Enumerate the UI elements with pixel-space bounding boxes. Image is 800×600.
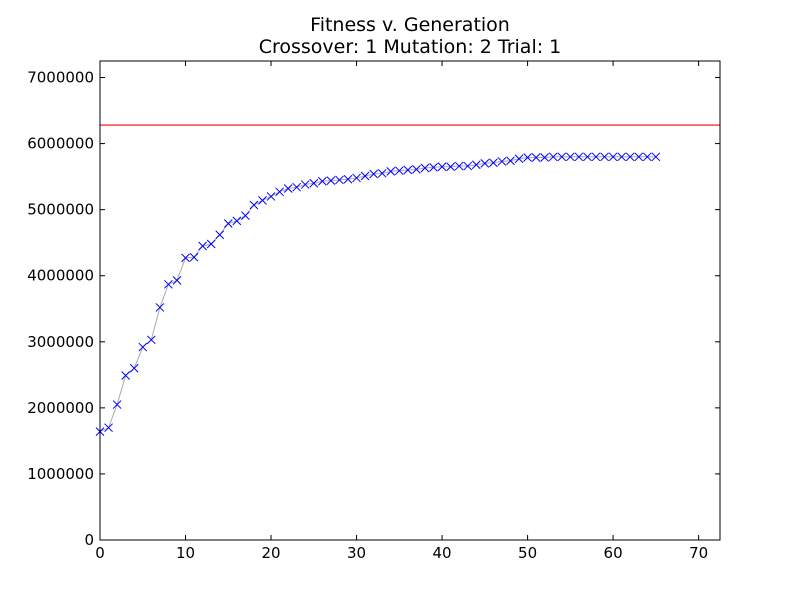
data-point-marker [377, 168, 387, 178]
x-tick-label: 20 [261, 544, 280, 562]
data-point-marker [129, 363, 139, 373]
data-point-marker [343, 174, 353, 184]
data-point-marker [514, 154, 524, 164]
data-point-marker [292, 182, 302, 192]
x-tick-label: 60 [604, 544, 623, 562]
data-point-marker [437, 162, 447, 172]
data-point-marker [360, 171, 370, 181]
data-point-marker [651, 152, 661, 162]
y-tick-label: 7000000 [27, 69, 94, 87]
data-point-marker [172, 275, 182, 285]
data-point-marker [574, 152, 584, 162]
data-point-marker [497, 157, 507, 166]
chart-title: Fitness v. Generation [310, 14, 510, 36]
data-point-marker [489, 158, 498, 168]
data-point-marker [480, 159, 490, 168]
plot-frame [99, 60, 721, 541]
data-point-marker [429, 163, 438, 172]
data-point-marker [112, 400, 122, 409]
data-point-marker [625, 152, 635, 162]
x-tick-label: 10 [176, 544, 195, 562]
data-point-marker [506, 156, 515, 166]
data-point-marker [206, 239, 216, 249]
x-tick-label: 70 [689, 544, 708, 562]
plot-area [95, 124, 720, 437]
y-tick-label: 5000000 [27, 201, 94, 219]
series-line [99, 156, 656, 433]
data-point-marker [317, 176, 327, 186]
data-point-marker [608, 152, 618, 162]
data-point-marker [548, 152, 558, 162]
x-tick-label: 30 [347, 544, 366, 562]
data-point-marker [241, 211, 250, 220]
data-point-marker [215, 230, 225, 240]
x-tick-label: 50 [518, 544, 537, 562]
data-point-marker [223, 219, 233, 228]
data-point-marker [104, 423, 113, 433]
data-point-marker [565, 152, 575, 162]
data-point-marker [591, 152, 601, 162]
data-point-marker [309, 178, 319, 188]
data-point-marker [583, 152, 592, 162]
data-point-marker [189, 252, 199, 262]
y-tick-label: 4000000 [27, 267, 94, 285]
data-point-marker [412, 164, 421, 174]
data-point-marker [386, 166, 396, 176]
data-point-marker [531, 153, 541, 162]
data-point-marker [258, 196, 267, 205]
data-point-marker [471, 160, 481, 170]
data-point-marker [146, 335, 156, 345]
data-point-marker [283, 184, 293, 193]
axis-ticks: 0 10 20 30 40 50 60 70 0 1000000 2000000 3000000 400… [27, 61, 720, 562]
data-point-marker [369, 169, 379, 179]
data-point-marker [181, 253, 190, 263]
chart-subtitle: Crossover: 1 Mutation: 2 Trial: 1 [259, 36, 562, 58]
data-point-marker [249, 200, 259, 210]
data-point-marker [198, 241, 207, 251]
data-point-marker [634, 152, 644, 162]
x-tick-label: 40 [433, 544, 452, 562]
data-point-marker [352, 173, 361, 183]
data-point-marker [121, 371, 131, 380]
data-point-marker [232, 216, 242, 226]
data-point-marker [335, 175, 344, 185]
y-tick-label: 1000000 [27, 465, 94, 483]
data-point-marker [403, 165, 413, 175]
y-tick-label: 6000000 [27, 135, 94, 153]
data-point-marker [394, 166, 404, 176]
y-tick-label: 2000000 [27, 399, 94, 417]
y-tick-label: 0 [84, 531, 94, 549]
data-point-marker [454, 161, 464, 171]
data-point-marker [557, 152, 567, 162]
data-point-marker [617, 152, 627, 162]
data-point-marker [540, 153, 550, 162]
data-point-marker [420, 163, 430, 173]
data-point-marker [164, 279, 173, 289]
data-point-marker [275, 187, 284, 197]
data-point-marker [155, 303, 165, 312]
data-point-marker [523, 153, 532, 162]
data-point-marker [446, 162, 455, 172]
y-tick-label: 3000000 [27, 333, 94, 351]
x-tick-label: 0 [95, 544, 105, 562]
data-point-marker [326, 176, 336, 185]
data-point-marker [642, 152, 652, 162]
data-point-marker [266, 192, 276, 201]
data-point-marker [600, 152, 609, 162]
data-point-marker [300, 180, 310, 189]
data-point-marker [463, 161, 473, 171]
data-point-marker [138, 342, 148, 352]
